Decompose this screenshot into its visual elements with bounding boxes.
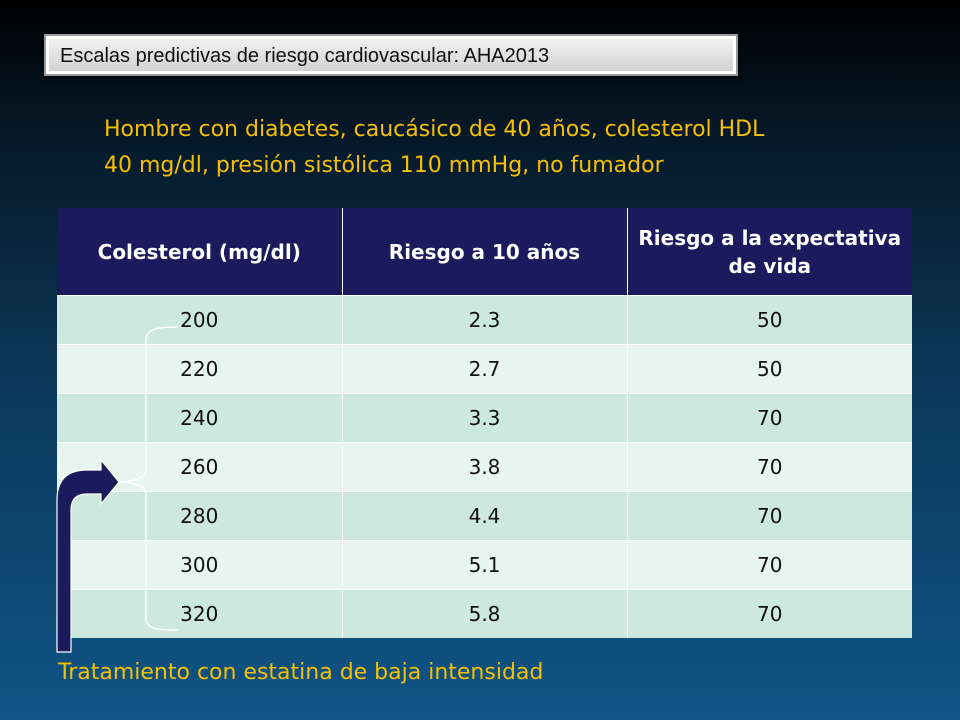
- cell-risk-10-years: 2.3: [342, 295, 628, 345]
- table-row: 300 5.1 70: [57, 540, 912, 590]
- cell-cholesterol: 300: [57, 540, 343, 590]
- risk-table: Colesterol (mg/dl) Riesgo a 10 años Ries…: [57, 208, 912, 638]
- table-header-row: Colesterol (mg/dl) Riesgo a 10 años Ries…: [57, 208, 912, 296]
- cell-lifetime-risk: 70: [627, 393, 912, 443]
- patient-description-line-2: 40 mg/dl, presión sistólica 110 mmHg, no…: [104, 153, 664, 178]
- cell-risk-10-years: 3.8: [342, 442, 628, 492]
- cell-lifetime-risk: 70: [627, 491, 912, 541]
- cell-risk-10-years: 5.8: [342, 589, 628, 638]
- cell-risk-10-years: 2.7: [342, 344, 628, 394]
- table-row: 220 2.7 50: [57, 344, 912, 394]
- cell-lifetime-risk: 50: [627, 344, 912, 394]
- cell-lifetime-risk: 50: [627, 295, 912, 345]
- cell-cholesterol: 320: [57, 589, 343, 638]
- patient-description: Hombre con diabetes, caucásico de 40 año…: [104, 112, 904, 184]
- cell-lifetime-risk: 70: [627, 442, 912, 492]
- cell-risk-10-years: 5.1: [342, 540, 628, 590]
- slide-title-box: Escalas predictivas de riesgo cardiovasc…: [44, 34, 738, 76]
- table-row: 320 5.8 70: [57, 589, 912, 638]
- cell-cholesterol: 240: [57, 393, 343, 443]
- table-row: 260 3.8 70: [57, 442, 912, 492]
- cell-risk-10-years: 3.3: [342, 393, 628, 443]
- table-row: 240 3.3 70: [57, 393, 912, 443]
- slide-title: Escalas predictivas de riesgo cardiovasc…: [60, 45, 550, 67]
- patient-description-line-1: Hombre con diabetes, caucásico de 40 año…: [104, 117, 765, 142]
- treatment-note: Tratamiento con estatina de baja intensi…: [58, 660, 544, 685]
- header-lifetime-risk: Riesgo a la expectativa de vida: [627, 208, 912, 296]
- cell-cholesterol: 220: [57, 344, 343, 394]
- header-cholesterol: Colesterol (mg/dl): [57, 208, 343, 296]
- cell-cholesterol: 260: [57, 442, 343, 492]
- table-row: 200 2.3 50: [57, 295, 912, 345]
- header-risk-10-years: Riesgo a 10 años: [342, 208, 628, 296]
- cell-risk-10-years: 4.4: [342, 491, 628, 541]
- cell-cholesterol: 200: [57, 295, 343, 345]
- cell-lifetime-risk: 70: [627, 540, 912, 590]
- table-row: 280 4.4 70: [57, 491, 912, 541]
- cell-lifetime-risk: 70: [627, 589, 912, 638]
- cell-cholesterol: 280: [57, 491, 343, 541]
